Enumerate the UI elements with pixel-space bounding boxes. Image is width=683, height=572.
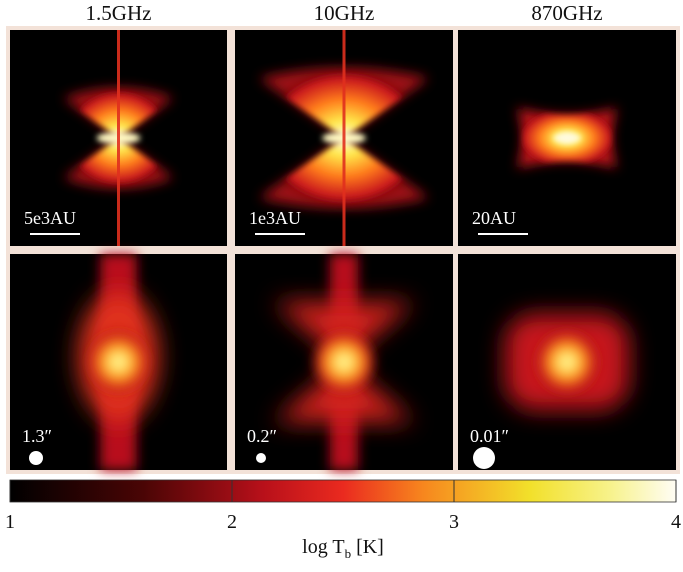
beam: [473, 447, 495, 469]
label-sub: b: [345, 546, 352, 561]
label-main: log T: [302, 536, 344, 558]
scale-label: 20AU: [472, 208, 516, 228]
colorbar-tick-label: 4: [671, 511, 681, 533]
beam: [29, 451, 43, 465]
beam: [256, 453, 266, 463]
colorbar-label: log Tb [K]: [302, 536, 384, 561]
image-panel: 0.2″: [235, 254, 453, 470]
image-panel: 1e3AU: [235, 30, 453, 246]
emission-core: [312, 330, 376, 394]
emission-core: [535, 330, 599, 394]
image-panel: 0.01″: [458, 254, 676, 470]
scale-label: 1e3AU: [249, 208, 301, 228]
column-title: 870GHz: [531, 1, 602, 25]
column-title: 1.5GHz: [86, 1, 152, 25]
colorbar: [9, 479, 677, 503]
jet: [342, 30, 346, 246]
emission-core: [553, 133, 581, 143]
beam-label: 0.01″: [470, 426, 509, 446]
beam-label: 0.2″: [247, 426, 277, 446]
scale-label: 5e3AU: [24, 208, 76, 228]
emission-core: [86, 330, 151, 394]
label-unit: [K]: [356, 536, 384, 558]
colorbar-tick-label: 1: [5, 511, 15, 533]
emission-x: [274, 302, 414, 422]
column-title: 10GHz: [314, 1, 375, 25]
jet: [117, 30, 120, 246]
image-panel: 20AU: [458, 30, 676, 246]
beam-label: 1.3″: [22, 426, 52, 446]
colorbar-tick-label: 3: [449, 511, 459, 533]
image-panel: 1.3″: [10, 254, 227, 470]
colorbar-tick-label: 2: [227, 511, 237, 533]
image-panel: 5e3AU: [10, 30, 227, 246]
